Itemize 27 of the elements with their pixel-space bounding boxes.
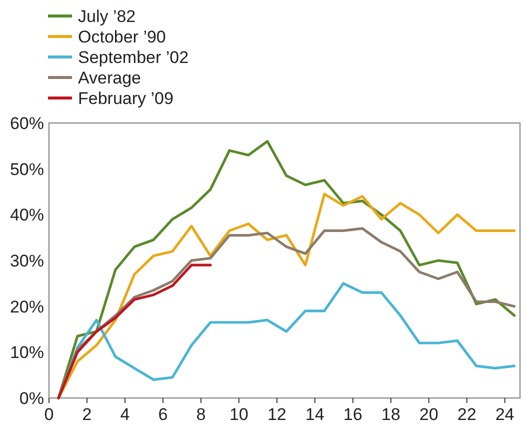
line-series — [57, 192, 516, 400]
x-tick-label: 14 — [305, 405, 324, 424]
x-tick-label: 8 — [196, 405, 206, 424]
legend-label: October ’90 — [78, 28, 166, 46]
y-tick-label: 40% — [10, 206, 44, 225]
x-tick-label: 18 — [381, 405, 400, 424]
x-tick-label: 20 — [419, 405, 438, 424]
x-tick-label: 4 — [120, 405, 130, 424]
x-tick-label: 24 — [495, 405, 514, 424]
legend-label: February ’09 — [78, 89, 174, 108]
x-tick-label: 0 — [44, 405, 54, 424]
y-tick-label: 50% — [10, 160, 44, 179]
x-tick-label: 22 — [457, 405, 476, 424]
y-tick-label: 20% — [10, 297, 44, 316]
y-tick-label: 30% — [10, 252, 44, 270]
x-tick-label: 2 — [82, 405, 92, 424]
y-tick-label: 10% — [10, 343, 44, 362]
legend-label: July ’82 — [78, 7, 136, 26]
y-tick-label: 0% — [19, 389, 44, 408]
line-series — [57, 264, 212, 400]
x-tick-label: 6 — [158, 405, 168, 424]
x-tick-label: 10 — [229, 405, 248, 424]
x-tick-label: 16 — [343, 405, 362, 424]
x-tick-label: 12 — [267, 405, 286, 424]
legend-label: September ’02 — [78, 48, 189, 67]
legend-label: Average — [78, 68, 142, 88]
y-tick-label: 60% — [10, 114, 44, 133]
